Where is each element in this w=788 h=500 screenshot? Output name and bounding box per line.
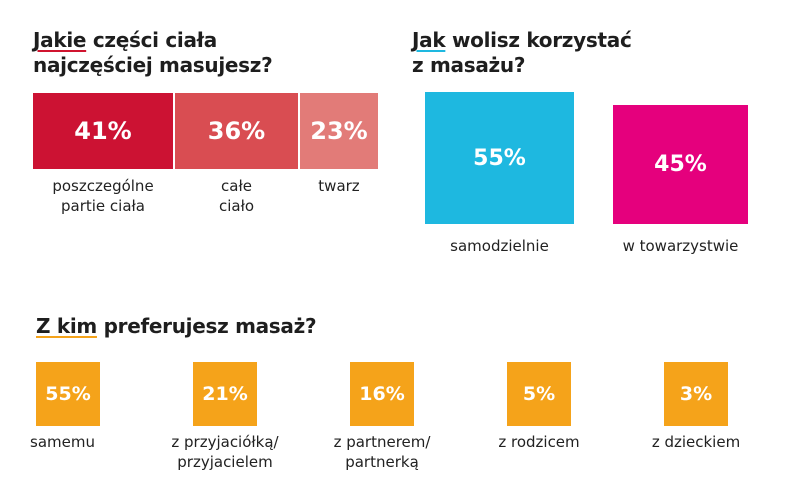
- title-rest: części ciała: [86, 28, 217, 52]
- bar-4: 3%: [664, 362, 728, 426]
- bar-label-4: z dzieckiem: [621, 432, 771, 452]
- title-rest: wolisz korzystać: [445, 28, 632, 52]
- bar-label-3: z rodzicem: [464, 432, 614, 452]
- label-line: partie ciała: [61, 197, 145, 215]
- chart3-title: Z kim preferujesz masaż?: [36, 314, 317, 339]
- label-line: z partnerem/: [333, 433, 431, 451]
- bar-0: 41%: [33, 93, 173, 169]
- bar-3: 5%: [507, 362, 571, 426]
- bar-2: 16%: [350, 362, 414, 426]
- chart2-title: Jak wolisz korzystać z masażu?: [412, 28, 632, 78]
- bar-label-0: poszczególne partie ciała: [33, 176, 173, 216]
- label-line: przyjacielem: [177, 453, 273, 471]
- bar-0: 55%: [425, 92, 574, 224]
- bar-label-0: samemu: [30, 432, 95, 452]
- bar-1: 36%: [175, 93, 298, 169]
- bar-label-2: twarz: [300, 176, 378, 196]
- label-line: z przyjaciółką/: [171, 433, 279, 451]
- label-line: twarz: [318, 177, 360, 195]
- label-line: z rodzicem: [498, 433, 580, 451]
- title-line2: z masażu?: [412, 53, 526, 77]
- chart1-title: Jakie części ciała najczęściej masujesz?: [33, 28, 273, 78]
- label-line: partnerką: [345, 453, 419, 471]
- title-rest: preferujesz masaż?: [96, 314, 317, 338]
- bar-1: 45%: [613, 105, 748, 224]
- label-line: całe: [221, 177, 252, 195]
- bar-label-0: samodzielnie: [450, 237, 549, 255]
- bar-1: 21%: [193, 362, 257, 426]
- label-line: z dzieckiem: [651, 433, 741, 451]
- bar-label-2: z partnerem/partnerką: [307, 432, 457, 472]
- bar-0: 55%: [36, 362, 100, 426]
- title-underlined: Jakie: [33, 28, 87, 52]
- bar-label-1: w towarzystwie: [622, 237, 739, 255]
- label-line: poszczególne: [52, 177, 154, 195]
- bar-label-1: z przyjaciółką/przyjacielem: [150, 432, 300, 472]
- title-line2: najczęściej masujesz?: [33, 53, 273, 77]
- label-line: ciało: [218, 197, 255, 215]
- bar-2: 23%: [300, 93, 378, 169]
- title-underlined: Jak: [412, 28, 446, 52]
- title-underlined: Z kim: [36, 314, 97, 338]
- label-line: samemu: [30, 433, 95, 451]
- bar-label-1: całe ciało: [175, 176, 298, 216]
